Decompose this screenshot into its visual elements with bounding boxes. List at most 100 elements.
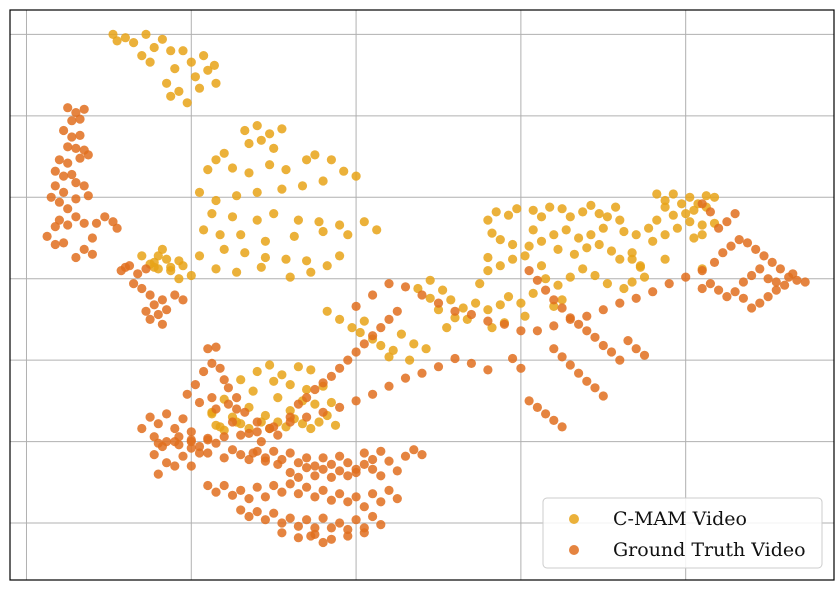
data-point xyxy=(450,306,460,316)
data-point xyxy=(536,212,547,222)
data-point xyxy=(541,409,551,419)
data-point xyxy=(293,489,303,499)
data-point xyxy=(203,448,213,458)
data-point xyxy=(137,51,147,61)
data-point xyxy=(602,212,613,222)
data-point xyxy=(302,384,312,395)
data-point xyxy=(343,230,353,240)
data-point xyxy=(194,397,205,408)
data-point xyxy=(458,303,468,313)
data-point xyxy=(619,283,629,294)
data-point xyxy=(335,402,345,412)
data-point xyxy=(697,199,707,209)
data-point xyxy=(689,233,699,243)
data-point xyxy=(376,520,386,530)
data-point xyxy=(207,393,217,403)
data-point xyxy=(87,249,97,259)
data-point xyxy=(285,272,295,282)
data-point xyxy=(79,244,89,254)
data-point xyxy=(318,226,328,237)
data-point xyxy=(648,287,658,297)
data-points xyxy=(42,29,810,548)
data-point xyxy=(326,534,336,544)
data-point xyxy=(244,454,254,465)
data-point xyxy=(252,427,262,437)
data-point xyxy=(343,524,353,535)
data-point xyxy=(203,165,213,175)
data-point xyxy=(359,217,369,227)
data-point xyxy=(149,450,159,460)
data-point xyxy=(549,230,559,240)
data-point xyxy=(598,223,608,233)
data-point xyxy=(166,266,176,276)
data-point xyxy=(162,437,172,447)
data-point xyxy=(120,262,130,272)
data-point xyxy=(302,453,312,463)
data-point xyxy=(697,283,707,294)
data-point xyxy=(145,57,155,67)
data-point xyxy=(627,254,637,264)
data-point xyxy=(359,502,369,512)
data-point xyxy=(67,132,77,142)
data-point xyxy=(203,480,213,491)
data-point xyxy=(232,267,242,277)
data-point xyxy=(335,489,345,499)
data-point xyxy=(244,138,254,149)
data-point xyxy=(343,531,353,541)
data-point xyxy=(433,298,444,308)
data-point xyxy=(67,169,77,180)
data-point xyxy=(524,396,534,406)
data-point xyxy=(351,492,361,502)
data-point xyxy=(384,456,394,466)
data-point xyxy=(586,230,596,240)
data-point xyxy=(755,298,765,308)
data-point xyxy=(244,428,254,438)
data-point xyxy=(83,191,93,201)
data-point xyxy=(178,414,188,424)
data-point xyxy=(347,323,357,333)
legend: C-MAM Video Ground Truth Video xyxy=(542,497,823,569)
data-point xyxy=(528,205,538,215)
data-point xyxy=(598,340,608,351)
data-point xyxy=(697,220,707,230)
data-point xyxy=(672,223,683,233)
data-point xyxy=(310,150,320,160)
data-point xyxy=(330,420,341,430)
data-point xyxy=(491,207,501,217)
data-point xyxy=(351,396,361,406)
data-point xyxy=(569,249,580,259)
data-point xyxy=(335,314,345,324)
data-point xyxy=(376,497,386,507)
data-point xyxy=(265,360,275,370)
data-point xyxy=(145,290,155,300)
data-point xyxy=(306,267,316,277)
data-point xyxy=(170,437,180,447)
data-point xyxy=(326,459,336,469)
data-point xyxy=(223,399,233,409)
data-point xyxy=(203,433,213,443)
data-point xyxy=(63,204,73,214)
data-point xyxy=(302,155,312,165)
data-point xyxy=(306,423,316,434)
data-point xyxy=(174,274,184,284)
data-point xyxy=(256,135,266,145)
data-point xyxy=(631,230,641,240)
data-point xyxy=(507,239,518,250)
data-point xyxy=(709,192,720,202)
data-point xyxy=(285,513,295,523)
data-point xyxy=(409,445,419,455)
data-point xyxy=(574,319,584,329)
data-point xyxy=(660,230,670,240)
data-point xyxy=(273,393,283,403)
data-point xyxy=(644,223,654,233)
data-point xyxy=(162,409,172,419)
data-point xyxy=(335,518,345,528)
data-point xyxy=(153,309,163,320)
data-point xyxy=(536,261,547,271)
data-point xyxy=(400,282,411,292)
legend-marker-cmam xyxy=(569,514,579,524)
data-point xyxy=(615,298,625,308)
data-point xyxy=(129,279,139,289)
data-point xyxy=(751,244,761,254)
